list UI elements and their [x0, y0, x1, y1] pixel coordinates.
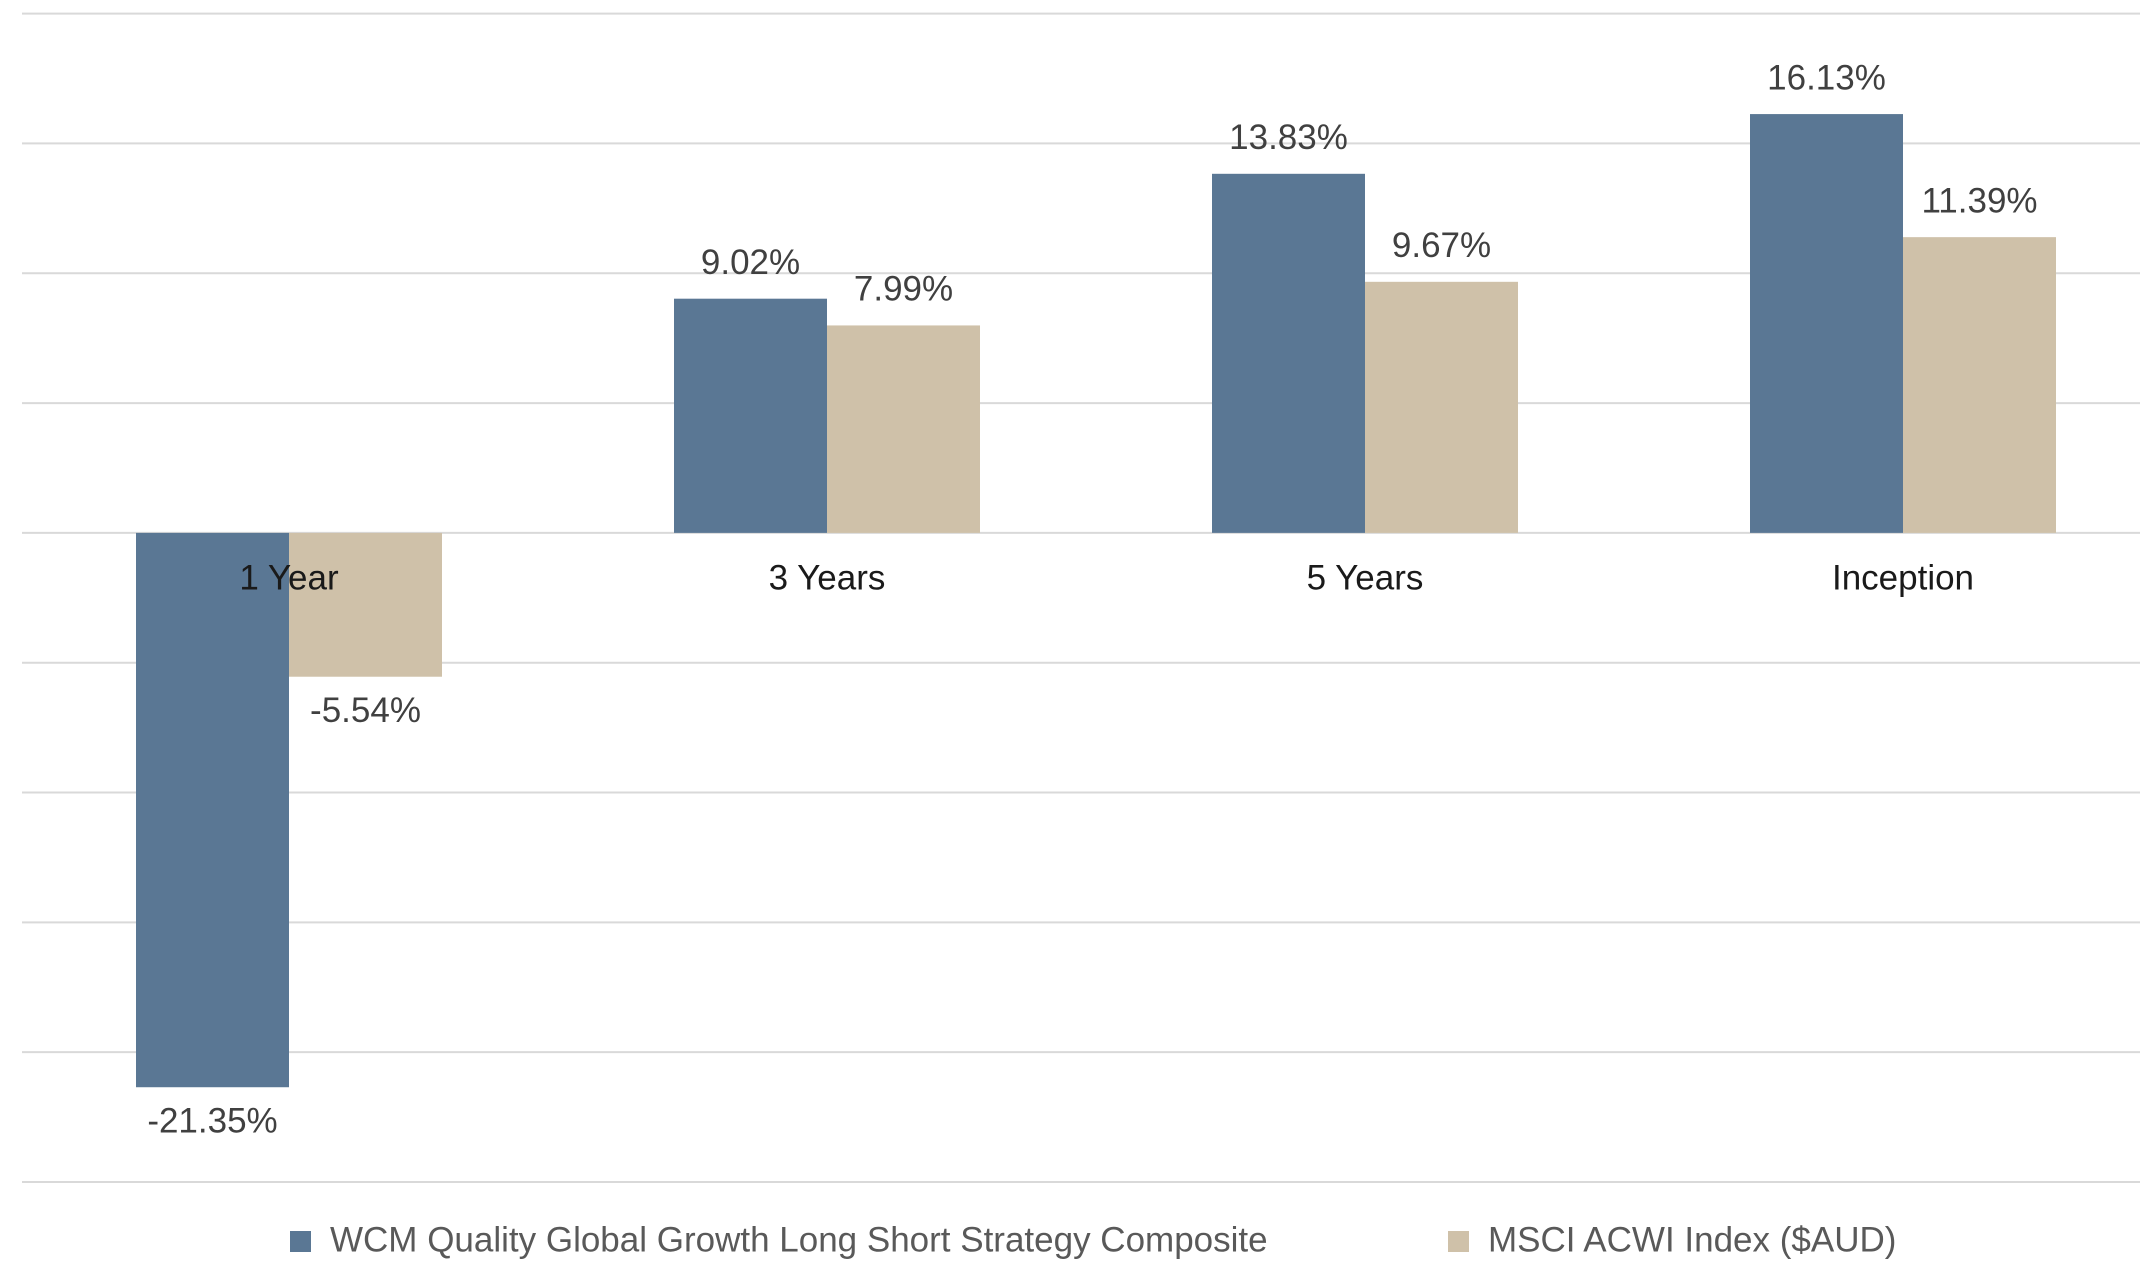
legend-label: MSCI ACWI Index ($AUD)	[1488, 1220, 1896, 1259]
data-label: 7.99%	[854, 270, 953, 309]
data-label: -5.54%	[310, 691, 421, 730]
data-label: 16.13%	[1767, 58, 1886, 97]
data-label: 11.39%	[1921, 181, 2037, 220]
x-tick-label: 5 Years	[1307, 558, 1424, 597]
bar	[1212, 173, 1365, 533]
data-label: 9.67%	[1392, 226, 1491, 265]
legend-swatch	[290, 1231, 311, 1252]
bar	[136, 532, 289, 1088]
bar	[289, 532, 442, 677]
bar	[674, 298, 827, 533]
data-label: 9.02%	[701, 243, 800, 282]
legend-swatch	[1448, 1231, 1469, 1252]
legend-label: WCM Quality Global Growth Long Short Str…	[330, 1220, 1268, 1259]
x-tick-label: Inception	[1832, 558, 1974, 597]
x-tick-label: 3 Years	[769, 558, 886, 597]
bar	[1903, 237, 2056, 533]
bar	[827, 325, 980, 533]
data-label: -21.35%	[147, 1101, 277, 1140]
data-label: 13.83%	[1229, 118, 1348, 157]
bar	[1750, 114, 1903, 533]
x-tick-label: 1 Year	[239, 558, 339, 597]
bar	[1365, 281, 1518, 533]
